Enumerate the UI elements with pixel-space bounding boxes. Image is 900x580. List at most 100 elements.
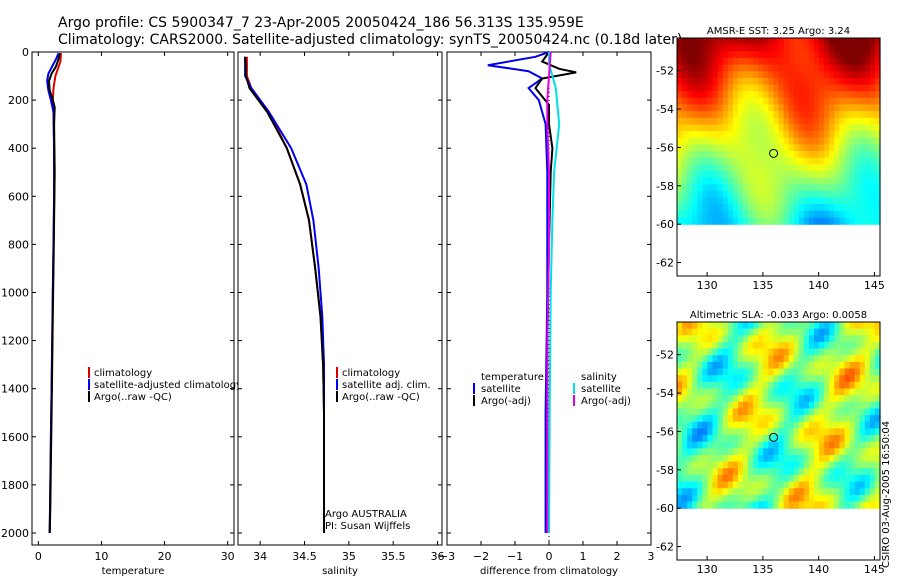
heatmap-cell: [737, 210, 744, 219]
heatmap-cell: [859, 355, 866, 363]
heatmap-cell: [854, 44, 861, 52]
heatmap-cell: [697, 494, 703, 503]
heatmap-cell: [768, 381, 775, 390]
heatmap-cell: [758, 435, 764, 443]
heatmap-cell: [829, 164, 835, 172]
heatmap-cell: [768, 388, 775, 396]
heatmap-cell: [768, 335, 775, 343]
heatmap-cell: [763, 441, 769, 449]
heatmap-cell: [682, 368, 688, 376]
heatmap-cell: [742, 84, 749, 92]
heatmap-cell: [849, 322, 856, 330]
heatmap-cell: [727, 341, 734, 350]
heatmap-cell: [773, 38, 780, 46]
heatmap-cell: [814, 164, 820, 172]
heatmap-cell: [854, 468, 861, 476]
heatmap-cell: [763, 77, 769, 86]
heatmap-cell: [824, 204, 830, 212]
heatmap-cell: [768, 428, 775, 436]
heatmap-cell: [748, 401, 754, 410]
heatmap-cell: [803, 111, 810, 119]
heatmap-cell: [839, 137, 846, 145]
heatmap-cell: [727, 71, 734, 79]
heatmap-cell: [834, 137, 840, 145]
heatmap-cell: [742, 210, 749, 219]
heatmap-cell: [864, 488, 871, 496]
heatmap-cell: [844, 474, 851, 483]
heatmap-cell: [722, 204, 729, 212]
heatmap-cell: [753, 44, 759, 52]
x-tick-label: 20: [158, 550, 172, 563]
heatmap-cell: [753, 408, 759, 416]
heatmap-cell: [829, 204, 835, 212]
heatmap-cell: [712, 341, 719, 350]
heatmap-cell: [677, 64, 683, 72]
heatmap-cell: [758, 348, 764, 356]
heatmap-cell: [707, 454, 714, 463]
heatmap-cell: [849, 401, 856, 410]
heatmap-cell: [682, 435, 688, 443]
heatmap-cell: [677, 348, 683, 356]
heatmap-cell: [819, 144, 825, 152]
heatmap-cell: [829, 421, 835, 429]
heatmap-cell: [753, 461, 759, 469]
heatmap-cell: [727, 474, 734, 483]
heatmap-cell: [839, 64, 846, 72]
heatmap-cell: [692, 137, 698, 145]
heatmap-cell: [783, 64, 790, 72]
heatmap-cell: [849, 361, 856, 370]
heatmap-cell: [687, 91, 693, 99]
heatmap-cell: [778, 151, 785, 159]
heatmap-cell: [869, 217, 876, 225]
heatmap-cell: [834, 355, 840, 363]
heatmap-cell: [788, 197, 795, 205]
heatmap-cell: [748, 501, 754, 509]
heatmap-cell: [869, 395, 876, 403]
heatmap-cell: [753, 117, 759, 126]
heatmap-cell: [778, 494, 785, 503]
heatmap-cell: [783, 401, 790, 410]
heatmap-cell: [722, 57, 729, 66]
heatmap-cell: [753, 170, 759, 179]
heatmap-cell: [814, 157, 820, 165]
heatmap-cell: [763, 408, 769, 416]
heatmap-cell: [834, 131, 840, 139]
heatmap-cell: [844, 104, 851, 112]
heatmap-cell: [748, 124, 754, 132]
heatmap-cell: [783, 97, 790, 106]
heatmap-cell: [758, 104, 764, 112]
heatmap-cell: [773, 454, 780, 463]
heatmap-cell: [712, 348, 719, 356]
heatmap-cell: [844, 375, 851, 383]
heatmap-cell: [732, 501, 739, 509]
heatmap-cell: [854, 144, 861, 152]
heatmap-cell: [682, 461, 688, 469]
heatmap-cell: [854, 51, 861, 59]
heatmap-cell: [707, 468, 714, 476]
heatmap-cell: [722, 341, 729, 350]
heatmap-cell: [732, 84, 739, 92]
heatmap-cell: [793, 184, 800, 192]
heatmap-cell: [758, 184, 764, 192]
heatmap-cell: [712, 64, 719, 72]
heatmap-cell: [717, 468, 724, 476]
heatmap-cell: [869, 501, 876, 509]
heatmap-cell: [819, 388, 825, 396]
heatmap-cell: [874, 44, 881, 52]
heatmap-cell: [808, 57, 815, 66]
heatmap-cell: [844, 77, 851, 86]
heatmap-cell: [702, 204, 709, 212]
heatmap-cell: [844, 131, 851, 139]
heatmap-cell: [783, 328, 790, 336]
heatmap-cell: [859, 91, 866, 99]
heatmap-cell: [773, 104, 780, 112]
heatmap-cell: [859, 151, 866, 159]
heatmap-cell: [748, 481, 754, 489]
heatmap-cell: [788, 210, 795, 219]
heatmap-cell: [874, 441, 881, 449]
heatmap-cell: [849, 454, 856, 463]
heatmap-cell: [778, 84, 785, 92]
heatmap-cell: [859, 494, 866, 503]
heatmap-cell: [874, 448, 881, 456]
heatmap-cell: [808, 341, 815, 350]
